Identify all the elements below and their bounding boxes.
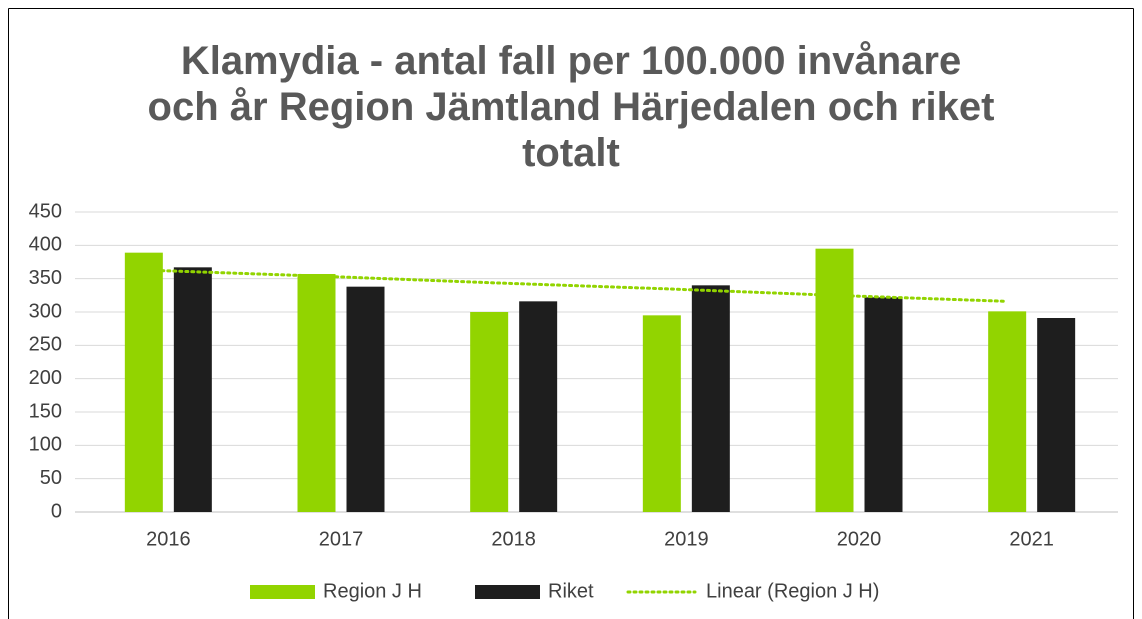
y-tick-label: 50	[40, 467, 62, 489]
x-tick-label: 2016	[146, 528, 191, 550]
legend-label: Linear (Region J H)	[706, 580, 879, 602]
bar	[470, 312, 509, 512]
x-tick-label: 2018	[491, 528, 536, 550]
y-tick-label: 300	[29, 300, 62, 322]
y-tick-label: 350	[29, 267, 62, 289]
x-tick-label: 2020	[837, 528, 882, 550]
y-tick-label: 450	[29, 200, 62, 222]
y-tick-label: 400	[29, 234, 62, 256]
bar	[124, 252, 163, 512]
bar	[519, 301, 558, 512]
bar	[815, 248, 854, 512]
legend-swatch	[475, 585, 540, 599]
legend-swatch	[250, 585, 315, 599]
y-tick-label: 250	[29, 334, 62, 356]
bar	[691, 285, 730, 512]
bar	[864, 297, 903, 512]
chart-title: Klamydia - antal fall per 100.000 invåna…	[147, 39, 995, 175]
bar	[642, 315, 681, 512]
bar	[346, 286, 385, 512]
y-tick-label: 100	[29, 434, 62, 456]
bar	[988, 311, 1027, 512]
bar	[1037, 318, 1076, 512]
y-tick-label: 0	[51, 500, 62, 522]
y-tick-label: 200	[29, 367, 62, 389]
legend-label: Riket	[548, 580, 594, 602]
bar	[297, 274, 336, 512]
y-tick-label: 150	[29, 400, 62, 422]
bar	[173, 267, 212, 512]
x-tick-label: 2017	[319, 528, 364, 550]
x-tick-label: 2021	[1009, 528, 1054, 550]
legend-label: Region J H	[323, 580, 422, 602]
x-tick-label: 2019	[664, 528, 709, 550]
trend-line	[142, 268, 1009, 303]
